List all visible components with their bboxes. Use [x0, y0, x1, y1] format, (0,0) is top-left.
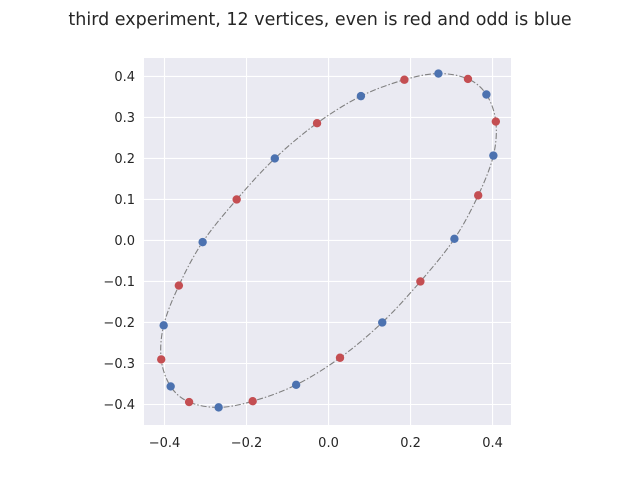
y-tick-label: 0.1	[114, 193, 135, 208]
x-tick-label: −0.2	[231, 436, 263, 451]
y-axis: −0.4 −0.3 −0.2 −0.1 0.0 0.1 0.2 0.3 0.4	[103, 70, 135, 413]
x-axis: −0.4 −0.2 0.0 0.2 0.4	[149, 436, 503, 451]
y-tick-label: 0.3	[114, 111, 135, 126]
y-tick-label: −0.4	[103, 398, 135, 413]
y-tick-label: 0.0	[114, 234, 135, 249]
data-point-blue	[450, 234, 459, 244]
x-tick-label: −0.4	[149, 436, 181, 451]
data-point-red	[312, 118, 322, 128]
y-tick-label: 0.4	[114, 70, 135, 85]
grid	[144, 58, 511, 425]
data-point-red	[157, 355, 166, 364]
data-point-blue	[270, 154, 280, 163]
x-tick-label: 0.4	[482, 436, 503, 451]
data-point-blue	[291, 380, 301, 390]
data-point-blue	[198, 237, 207, 247]
data-point-red	[335, 353, 345, 362]
y-tick-label: 0.2	[114, 152, 135, 167]
data-point-blue	[378, 318, 387, 327]
y-tick-label: −0.2	[103, 316, 135, 331]
data-point-red	[463, 74, 473, 84]
data-point-red	[174, 281, 184, 290]
data-point-red	[248, 397, 257, 406]
y-tick-label: −0.3	[103, 357, 135, 372]
data-point-blue	[214, 403, 223, 412]
x-tick-label: 0.0	[318, 436, 339, 451]
data-point-blue	[482, 90, 491, 99]
data-point-blue	[166, 382, 175, 391]
data-point-red	[232, 195, 241, 204]
data-point-blue	[159, 321, 168, 330]
data-point-red	[400, 75, 409, 84]
data-point-blue	[434, 69, 443, 78]
chart-title: third experiment, 12 vertices, even is r…	[68, 10, 571, 30]
y-tick-label: −0.1	[103, 275, 135, 290]
x-tick-label: 0.2	[400, 436, 421, 451]
points-layer	[157, 69, 501, 412]
data-point-red	[473, 191, 483, 200]
data-point-red	[416, 277, 425, 286]
data-point-blue	[356, 91, 366, 101]
data-point-red	[184, 397, 194, 407]
data-point-blue	[489, 151, 498, 160]
data-point-red	[491, 117, 501, 126]
